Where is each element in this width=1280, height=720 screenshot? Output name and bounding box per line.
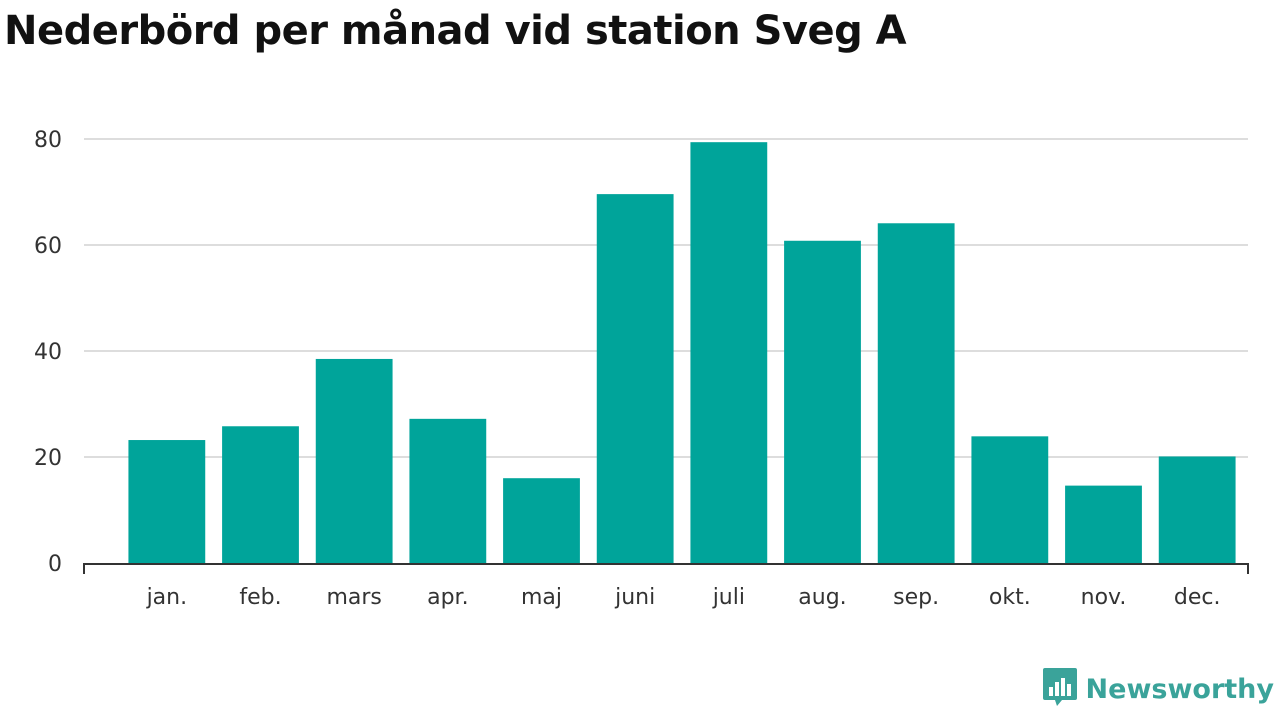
- x-tick-label: feb.: [239, 585, 281, 610]
- y-tick-label: 40: [34, 340, 62, 365]
- chart-title: Nederbörd per månad vid station Sveg A: [4, 8, 907, 54]
- bar: [690, 142, 768, 563]
- x-tick-label: nov.: [1081, 585, 1127, 610]
- x-tick-label: juni: [614, 585, 655, 610]
- bar: [409, 418, 487, 563]
- bar: [315, 358, 393, 563]
- bar: [503, 478, 580, 563]
- x-axis: [83, 563, 1249, 574]
- x-tick-label: jan.: [146, 585, 188, 610]
- y-tick-label: 80: [34, 128, 62, 153]
- bar: [877, 223, 955, 563]
- x-tick-label: maj: [521, 585, 562, 610]
- x-tick-label: sep.: [893, 585, 939, 610]
- bar: [222, 426, 299, 563]
- bar: [971, 436, 1049, 563]
- newsworthy-logo: Newsworthy: [1042, 666, 1274, 712]
- x-axis-ticks: jan. feb. mars apr. maj juni juli aug. sep. okt. n…: [146, 585, 1221, 610]
- bar: [784, 240, 861, 563]
- logo-text: Newsworthy: [1085, 673, 1274, 705]
- x-tick-label: juli: [712, 585, 745, 610]
- y-tick-label: 0: [48, 552, 62, 577]
- bar: [1065, 485, 1142, 563]
- x-tick-label: mars: [326, 585, 381, 610]
- bar: [596, 194, 674, 563]
- bars: [128, 142, 1236, 563]
- y-axis-ticks: 0 20 40 60 80: [34, 128, 62, 577]
- x-tick-label: okt.: [989, 585, 1031, 610]
- x-tick-label: dec.: [1174, 585, 1221, 610]
- bar: [1158, 456, 1236, 563]
- y-tick-label: 20: [34, 446, 62, 471]
- bar-chart-speech-bubble-icon: [1042, 666, 1078, 712]
- y-tick-label: 60: [34, 234, 62, 259]
- x-tick-label: aug.: [798, 585, 846, 610]
- bar: [128, 440, 206, 563]
- x-tick-label: apr.: [427, 585, 468, 610]
